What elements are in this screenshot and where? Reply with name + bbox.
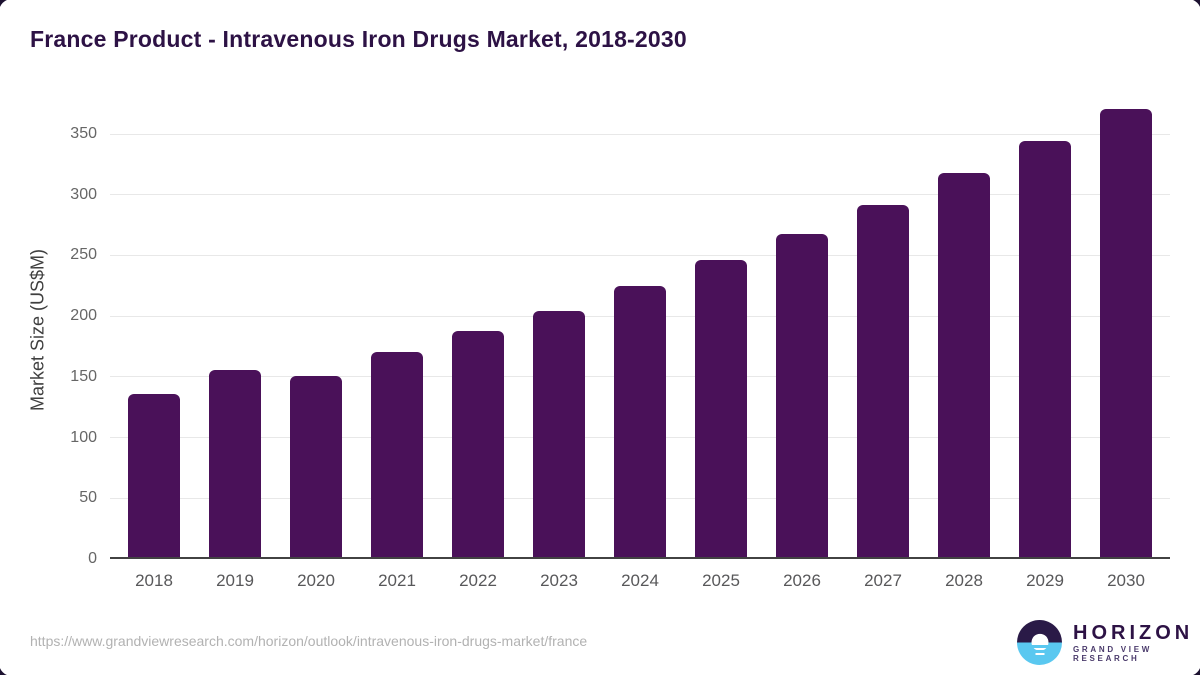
ytick-label-200: 200 (70, 307, 97, 325)
ytick-label-0: 0 (88, 550, 97, 567)
bar-2021 (371, 351, 423, 557)
bar-2019 (209, 370, 261, 557)
xtick-label-2018: 2018 (135, 571, 173, 590)
xtick-label-2020: 2020 (297, 571, 335, 590)
bar-2022 (452, 331, 504, 557)
xtick-label-2026: 2026 (783, 571, 821, 590)
ytick-label-300: 300 (70, 185, 97, 203)
xtick-label-2022: 2022 (459, 571, 497, 590)
xtick-label-2021: 2021 (378, 571, 416, 590)
bar-2025 (695, 259, 747, 557)
logo-name: HORIZON (1073, 622, 1194, 644)
bar-2024 (614, 286, 666, 557)
xtick-label-2019: 2019 (216, 571, 254, 590)
xtick-label-2024: 2024 (621, 571, 659, 590)
xtick-label-2029: 2029 (1026, 571, 1064, 590)
y-axis-title: Market Size (US$M) (27, 248, 48, 412)
bar-series (110, 100, 1170, 557)
source-url: https://www.grandviewresearch.com/horizo… (30, 633, 588, 649)
sun-over-water-icon (1017, 620, 1062, 665)
xtick-label-2025: 2025 (702, 571, 740, 590)
xtick-label-2027: 2027 (864, 571, 902, 590)
gridline-250 (110, 254, 1170, 256)
ytick-label-150: 150 (70, 367, 97, 385)
bar-2028 (938, 173, 990, 557)
logo-subtitle: GRAND VIEW RESEARCH (1073, 645, 1152, 663)
chart-title: France Product - Intravenous Iron Drugs … (30, 26, 687, 52)
bar-2020 (290, 376, 342, 557)
bar-2029 (1019, 140, 1071, 557)
bar-2030 (1100, 108, 1152, 557)
ytick-label-100: 100 (70, 428, 97, 446)
bar-2023 (533, 310, 585, 557)
gridline-350 (110, 133, 1170, 135)
bar-2018 (128, 394, 180, 557)
ytick-label-250: 250 (70, 246, 97, 264)
horizon-logo: HORIZON GRAND VIEW RESEARCH (1017, 620, 1200, 665)
ytick-label-350: 350 (70, 125, 97, 142)
xtick-label-2028: 2028 (945, 571, 983, 590)
xtick-label-2030: 2030 (1107, 571, 1145, 590)
gridline-300 (110, 194, 1170, 196)
ytick-label-50: 50 (79, 489, 97, 507)
bar-2027 (857, 204, 909, 557)
xtick-label-2023: 2023 (540, 571, 578, 590)
bar-2026 (776, 234, 828, 557)
plot-area: 0 50 100 150 200 250 300 350 2018 2019 2020 2021 20… (70, 100, 1170, 590)
